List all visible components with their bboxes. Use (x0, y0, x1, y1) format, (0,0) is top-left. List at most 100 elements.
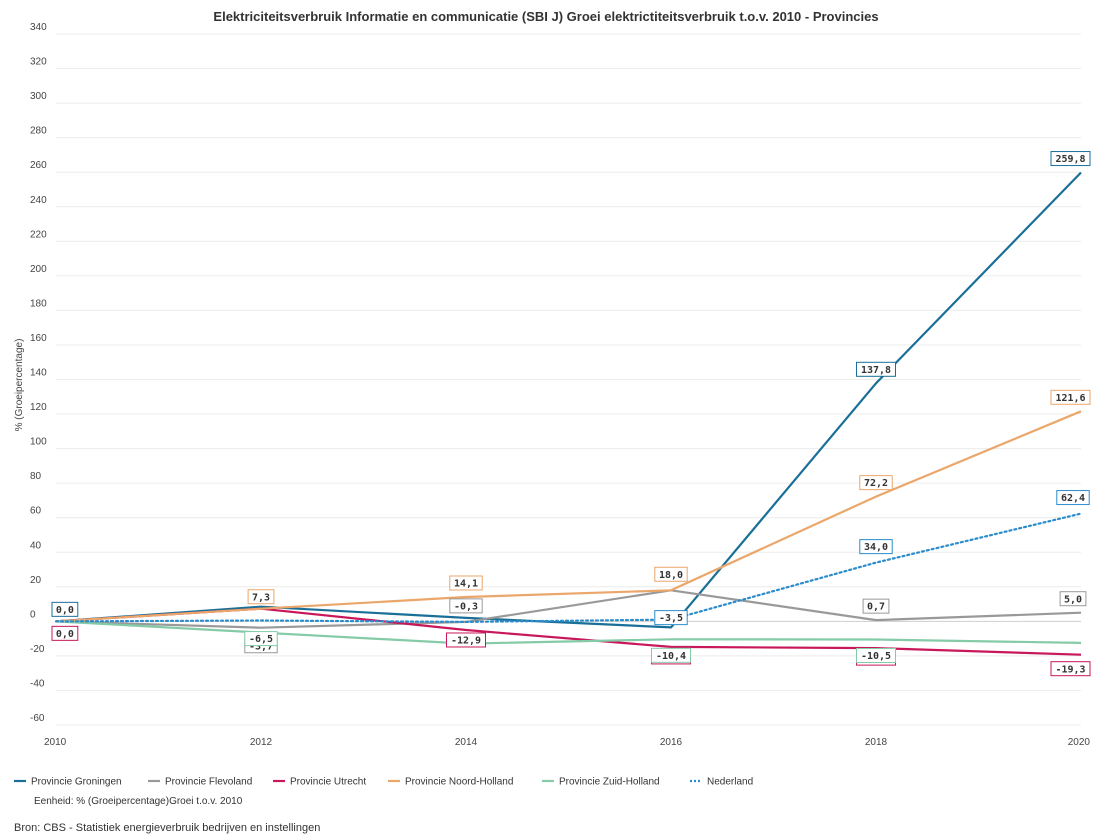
data-label-1-2: -0,3 (449, 598, 483, 614)
data-label-3-3: 18,0 (654, 566, 688, 582)
data-label-box (654, 566, 688, 582)
data-label-text: -3,7 (249, 641, 273, 652)
source-note: Bron: CBS - Statistiek energieverbruik b… (14, 822, 320, 834)
series-lines (54, 171, 1083, 656)
x-tick-label: 2012 (250, 737, 273, 748)
data-label-box (859, 475, 893, 491)
legend: Provincie Groningen Provincie Flevoland Pr… (14, 777, 753, 788)
y-tick-label: -20 (30, 644, 45, 655)
data-label-text: 18,0 (659, 570, 683, 581)
x-tick-label: 2020 (1068, 737, 1091, 748)
data-label-text: 0,7 (867, 602, 885, 613)
data-label-text: -6,5 (249, 634, 273, 645)
data-label-2-0: 0,0 (51, 625, 79, 641)
y-tick-label: 260 (30, 160, 47, 171)
legend-label: Provincie Utrecht (290, 777, 366, 788)
data-label-box (1050, 389, 1091, 405)
y-tick-label: 0 (30, 609, 36, 620)
data-label-1-5: 5,0 (1059, 591, 1087, 607)
data-label-0-5: 259,8 (1050, 151, 1091, 167)
data-label-text: 34,0 (864, 542, 888, 553)
series-line-0 (55, 171, 1082, 629)
y-tick-label: 280 (30, 126, 47, 137)
y-tick-label: 120 (30, 402, 47, 413)
data-label-text: 72,2 (864, 478, 888, 489)
data-label-4-3: -10,4 (651, 647, 691, 663)
data-label-3-5: 121,6 (1050, 389, 1091, 405)
data-label-box (51, 601, 79, 617)
data-label-text: -12,9 (451, 636, 481, 647)
data-label-box (654, 610, 688, 626)
y-tick-label: 20 (30, 575, 42, 586)
data-label-text: -19,3 (1055, 664, 1085, 675)
y-tick-label: -60 (30, 713, 45, 724)
data-label-5-4: 34,0 (859, 539, 893, 555)
data-label-box (247, 589, 275, 605)
data-label-0-4: 137,8 (856, 361, 896, 377)
series-line-2 (55, 607, 1082, 656)
legend-label: Provincie Flevoland (165, 777, 252, 788)
data-label-box (1050, 661, 1091, 677)
series-line-3 (55, 410, 1082, 623)
series-line-5 (54, 512, 1083, 624)
data-label-text: 5,0 (1064, 594, 1082, 605)
data-label-3-2: 14,1 (449, 575, 483, 591)
data-label-box (446, 632, 486, 648)
legend-item-5[interactable]: Nederland (690, 777, 753, 788)
data-label-box (1059, 591, 1087, 607)
data-label-2-5: -19,3 (1050, 661, 1091, 677)
y-tick-label: 40 (30, 540, 42, 551)
x-tick-label: 2014 (455, 737, 478, 748)
legend-item-4[interactable]: Provincie Zuid-Holland (542, 777, 660, 788)
data-label-box (449, 575, 483, 591)
data-label-box (859, 539, 893, 555)
data-label-text: 137,8 (861, 365, 891, 376)
y-axis-label: % (Groeipercentage) (14, 339, 25, 432)
data-label-text: 62,4 (1061, 493, 1085, 504)
data-label-text: 14,1 (454, 579, 478, 590)
data-label-text: -10,5 (861, 651, 891, 662)
data-label-box (51, 625, 79, 641)
legend-label: Provincie Noord-Holland (405, 777, 513, 788)
series-line-1 (55, 589, 1082, 629)
x-axis-ticks: 2010 2012 2014 2016 2018 2020 (44, 737, 1090, 748)
gridlines (56, 33, 1081, 726)
y-tick-label: -40 (30, 678, 45, 689)
legend-item-2[interactable]: Provincie Utrecht (273, 777, 366, 788)
legend-label: Provincie Zuid-Holland (559, 777, 660, 788)
legend-item-1[interactable]: Provincie Flevoland (148, 777, 252, 788)
y-tick-label: 240 (30, 195, 47, 206)
x-tick-label: 2016 (660, 737, 683, 748)
data-label-text: 7,3 (252, 592, 270, 603)
data-label-box (856, 361, 896, 377)
data-label-1-4: 0,7 (862, 598, 890, 614)
data-label-3-1: 7,3 (247, 589, 275, 605)
y-tick-label: 80 (30, 471, 42, 482)
data-label-text: 0,0 (56, 629, 74, 640)
legend-label: Nederland (707, 777, 753, 788)
legend-item-3[interactable]: Provincie Noord-Holland (388, 777, 513, 788)
data-label-5-5: 62,4 (1056, 490, 1090, 506)
data-label-4-1: -6,5 (244, 631, 278, 647)
data-label-text: 259,8 (1055, 154, 1085, 165)
data-label-box (862, 598, 890, 614)
data-label-box (856, 647, 896, 663)
y-tick-label: 320 (30, 57, 47, 68)
legend-item-0[interactable]: Provincie Groningen (14, 777, 122, 788)
data-label-box (651, 647, 691, 663)
x-tick-label: 2018 (865, 737, 888, 748)
x-tick-label: 2010 (44, 737, 67, 748)
y-tick-label: 340 (30, 22, 47, 33)
data-label-box (449, 598, 483, 614)
data-label-5-3: -3,5 (654, 610, 688, 626)
y-axis-ticks: -60 -40 -20 0 20 40 60 80 100 120 140 160 180 200 220 2… (30, 22, 47, 724)
data-label-2-2: -12,9 (446, 632, 486, 648)
y-tick-label: 160 (30, 333, 47, 344)
chart-title: Elektriciteitsverbruik Informatie en com… (213, 9, 878, 24)
data-label-text: -3,5 (659, 613, 683, 624)
data-label-box (244, 631, 278, 647)
unit-note: Eenheid: % (Groeipercentage)Groei t.o.v.… (34, 796, 243, 807)
data-label-box (1050, 151, 1091, 167)
data-label-0-0: 0,0 (51, 601, 79, 617)
